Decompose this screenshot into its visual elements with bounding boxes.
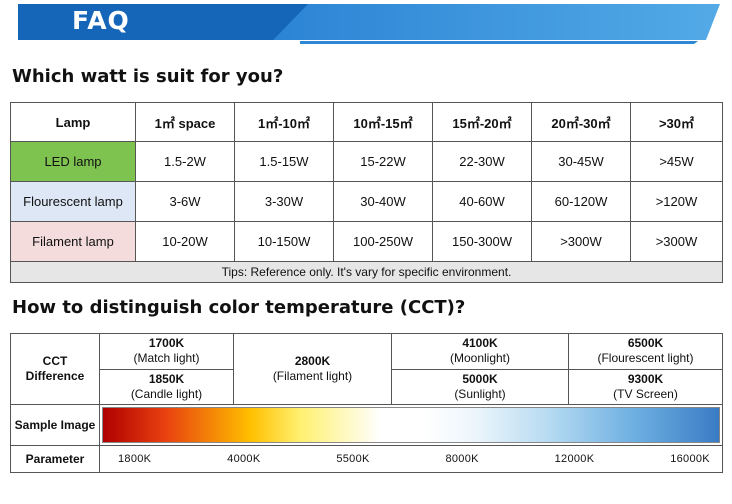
table-cell: >120W xyxy=(630,181,723,222)
header-space-3: 10㎡-15㎡ xyxy=(333,102,433,142)
parameter-value: 4000K xyxy=(227,452,261,465)
parameter-label: Parameter xyxy=(10,445,100,473)
table-cell: 60-120W xyxy=(531,181,631,222)
cct-value: 4100K xyxy=(462,336,498,351)
cct-row-bottom: 1850K (Candle light) 5000K (Sunlight) 93… xyxy=(11,368,723,405)
cct-cell-2800: 2800K (Filament light) xyxy=(233,333,392,405)
cct-description: (Candle light) xyxy=(130,386,203,401)
header-space-2: 1㎡-10㎡ xyxy=(234,102,334,142)
parameter-value: 5500K xyxy=(336,452,370,465)
table-cell: 30-45W xyxy=(531,141,631,182)
table-cell: 15-22W xyxy=(333,141,433,182)
cct-cell-4100: 4100K (Moonlight) xyxy=(391,333,569,370)
cct-description: (Flourescent light) xyxy=(597,351,694,366)
parameter-value: 1800K xyxy=(118,452,152,465)
cct-label-line-1: CCT xyxy=(42,354,68,368)
row-label-filament: Filament lamp xyxy=(10,221,136,262)
cct-table: CCT Difference 1700K (Match light) 2800K… xyxy=(10,333,723,473)
table-cell: >300W xyxy=(630,221,723,262)
header-lamp: Lamp xyxy=(10,102,136,142)
header-space-6: >30㎡ xyxy=(630,102,723,142)
cct-value: 9300K xyxy=(627,371,664,386)
parameter-value: 16000K xyxy=(670,452,710,465)
cct-value: 1850K xyxy=(148,371,185,386)
watt-table: Lamp 1㎡ space 1㎡-10㎡ 10㎡-15㎡ 15㎡-20㎡ 20㎡… xyxy=(10,102,723,283)
sample-image-cell xyxy=(99,404,723,446)
table-cell: 3-6W xyxy=(135,181,235,222)
table-cell: 10-150W xyxy=(234,221,334,262)
tips-row: Tips: Reference only. It's vary for spec… xyxy=(10,261,723,283)
cct-difference-label: CCT Difference xyxy=(10,333,100,405)
parameter-cell: 1800K 4000K 5500K 8000K 12000K 16000K xyxy=(99,445,723,473)
cct-description: (TV Screen) xyxy=(613,386,678,401)
cct-row-top: CCT Difference 1700K (Match light) 2800K… xyxy=(10,333,723,405)
cct-value: 2800K xyxy=(294,354,331,368)
cct-value: 6500K xyxy=(627,336,664,351)
cct-description: (Sunlight) xyxy=(454,386,506,401)
cct-cell-1700: 1700K (Match light) xyxy=(99,333,234,370)
parameter-row: Parameter 1800K 4000K 5500K 8000K 12000K… xyxy=(10,445,723,473)
parameter-value: 8000K xyxy=(445,452,479,465)
cct-cell-5000: 5000K (Sunlight) xyxy=(391,368,569,405)
table-cell: 40-60W xyxy=(432,181,532,222)
watt-header-row: Lamp 1㎡ space 1㎡-10㎡ 10㎡-15㎡ 15㎡-20㎡ 20㎡… xyxy=(10,102,723,142)
cct-cell-6500: 6500K (Flourescent light) xyxy=(568,333,723,370)
color-temperature-gradient xyxy=(102,407,720,443)
cct-cell-9300: 9300K (TV Screen) xyxy=(568,368,723,405)
table-cell: 10-20W xyxy=(135,221,235,262)
cct-section-heading: How to distinguish color temperature (CC… xyxy=(12,297,466,318)
sample-image-label: Sample Image xyxy=(10,404,100,446)
table-cell: 3-30W xyxy=(234,181,334,222)
banner-title: FAQ xyxy=(72,6,130,35)
cct-value: 1700K xyxy=(148,336,185,351)
row-label-led: LED lamp xyxy=(10,141,136,182)
header-space-1: 1㎡ space xyxy=(135,102,235,142)
tips-text: Tips: Reference only. It's vary for spec… xyxy=(10,261,723,283)
banner-underline xyxy=(300,41,698,44)
header-space-5: 20㎡-30㎡ xyxy=(531,102,631,142)
parameter-scale: 1800K 4000K 5500K 8000K 12000K 16000K xyxy=(100,452,722,467)
cct-description: (Moonlight) xyxy=(449,351,511,366)
row-label-flourescent: Flourescent lamp xyxy=(10,181,136,222)
cct-description: (Filament light) xyxy=(272,369,353,383)
table-cell: 22-30W xyxy=(432,141,532,182)
faq-banner: FAQ xyxy=(0,4,732,44)
table-cell: >45W xyxy=(630,141,723,182)
sample-image-row: Sample Image xyxy=(10,404,723,446)
parameter-value: 12000K xyxy=(554,452,595,465)
banner-tab xyxy=(18,4,308,40)
cct-value: 5000K xyxy=(462,371,498,386)
header-space-4: 15㎡-20㎡ xyxy=(432,102,532,142)
table-cell: 1.5-15W xyxy=(234,141,334,182)
table-row: Flourescent lamp 3-6W 3-30W 30-40W 40-60… xyxy=(10,181,723,222)
cct-cell-1850: 1850K (Candle light) xyxy=(99,368,234,405)
watt-section-heading: Which watt is suit for you? xyxy=(12,66,284,87)
table-row: Filament lamp 10-20W 10-150W 100-250W 15… xyxy=(10,221,723,262)
table-cell: 30-40W xyxy=(333,181,433,222)
table-cell: 1.5-2W xyxy=(135,141,235,182)
table-row: LED lamp 1.5-2W 1.5-15W 15-22W 22-30W 30… xyxy=(10,141,723,182)
table-cell: 150-300W xyxy=(432,221,532,262)
table-cell: >300W xyxy=(531,221,631,262)
cct-description: (Match light) xyxy=(133,351,200,366)
table-cell: 100-250W xyxy=(333,221,433,262)
cct-label-line-2: Difference xyxy=(25,369,85,383)
